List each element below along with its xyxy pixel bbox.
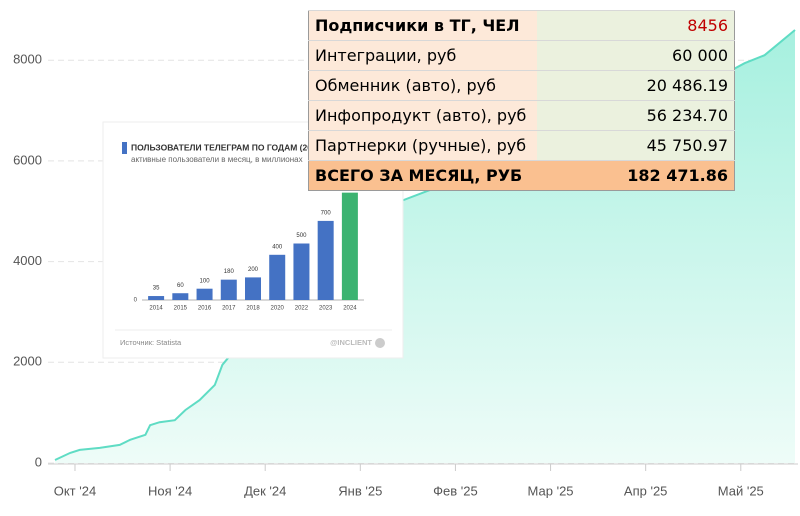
bar-label: 400 xyxy=(272,244,283,250)
bar-label: 60 xyxy=(177,283,184,289)
bar xyxy=(293,243,310,300)
table-value: 45 750.97 xyxy=(537,130,735,161)
x-tick-label: 2022 xyxy=(295,306,309,312)
x-tick-label: 2020 xyxy=(271,306,285,312)
x-tick-label: 2014 xyxy=(149,306,163,312)
bar xyxy=(196,288,213,300)
y-tick-label: 8000 xyxy=(13,52,42,67)
x-tick-label: Ноя '24 xyxy=(148,483,192,498)
bar-label: 700 xyxy=(321,210,332,216)
table-value: 56 234.70 xyxy=(537,100,735,131)
table-row: Интеграции, руб 60 000 xyxy=(308,40,735,71)
x-tick-label: 2017 xyxy=(222,306,236,312)
x-tick-label: 2015 xyxy=(174,306,188,312)
bar xyxy=(317,220,334,300)
table-label: Партнерки (ручные), руб xyxy=(308,130,537,161)
x-tick-label: 2024 xyxy=(343,306,357,312)
table-row: Обменник (авто), руб 20 486.19 xyxy=(308,70,735,101)
y-tick-label: 0 xyxy=(134,298,138,304)
watermark: @INCLIENT xyxy=(330,338,372,347)
table-row: Партнерки (ручные), руб 45 750.97 xyxy=(308,130,735,161)
x-tick-label: Янв '25 xyxy=(338,483,382,498)
bar xyxy=(269,254,286,300)
bar xyxy=(172,293,189,300)
y-tick-label: 4000 xyxy=(13,253,42,268)
bar xyxy=(148,296,165,300)
bar-label: 35 xyxy=(153,286,160,292)
x-tick-label: Окт '24 xyxy=(54,483,96,498)
table-label: Обменник (авто), руб xyxy=(308,70,537,101)
table-row: Инфопродукт (авто), руб 56 234.70 xyxy=(308,100,735,131)
bar xyxy=(245,277,261,300)
x-tick-label: 2018 xyxy=(246,306,260,312)
x-tick-label: Май '25 xyxy=(718,483,764,498)
inset-title: ПОЛЬЗОВАТЕЛИ ТЕЛЕГРАМ ПО ГОДАМ (20 xyxy=(131,142,312,152)
x-tick-label: 2016 xyxy=(198,306,212,312)
y-tick-label: 2000 xyxy=(13,354,42,369)
table-row: Подписчики в ТГ, ЧЕЛ 8456 xyxy=(308,10,735,41)
y-tick-label: 6000 xyxy=(13,152,42,167)
source: Источник: Statista xyxy=(120,338,182,347)
table-row: ВСЕГО ЗА МЕСЯЦ, РУБ 182 471.86 xyxy=(308,160,735,191)
table-value: 60 000 xyxy=(537,40,735,71)
title-marker xyxy=(122,142,127,154)
bar xyxy=(341,192,358,300)
x-tick-label: 2023 xyxy=(319,306,333,312)
summary-table: Подписчики в ТГ, ЧЕЛ 8456 Интеграции, руб 6… xyxy=(308,10,735,191)
table-value: 8456 xyxy=(537,10,735,41)
bar xyxy=(220,279,237,300)
table-value: 20 486.19 xyxy=(537,70,735,101)
y-tick-label: 0 xyxy=(35,454,42,469)
table-value: 182 471.86 xyxy=(537,160,735,191)
table-label: Подписчики в ТГ, ЧЕЛ xyxy=(308,10,537,41)
telegram-icon xyxy=(375,338,385,348)
table-label: Интеграции, руб xyxy=(308,40,537,71)
table-label: ВСЕГО ЗА МЕСЯЦ, РУБ xyxy=(308,160,537,191)
x-tick-label: Фев '25 xyxy=(433,483,478,498)
x-tick-label: Апр '25 xyxy=(624,483,668,498)
x-tick-label: Мар '25 xyxy=(528,483,574,498)
bar-label: 180 xyxy=(224,269,235,275)
table-label: Инфопродукт (авто), руб xyxy=(308,100,537,131)
x-tick-label: Дек '24 xyxy=(244,483,286,498)
bar-label: 100 xyxy=(200,278,211,284)
bar-label: 500 xyxy=(296,233,307,239)
bar-label: 200 xyxy=(248,267,259,273)
inset-subtitle: активные пользователи в месяц, в миллион… xyxy=(131,155,303,164)
